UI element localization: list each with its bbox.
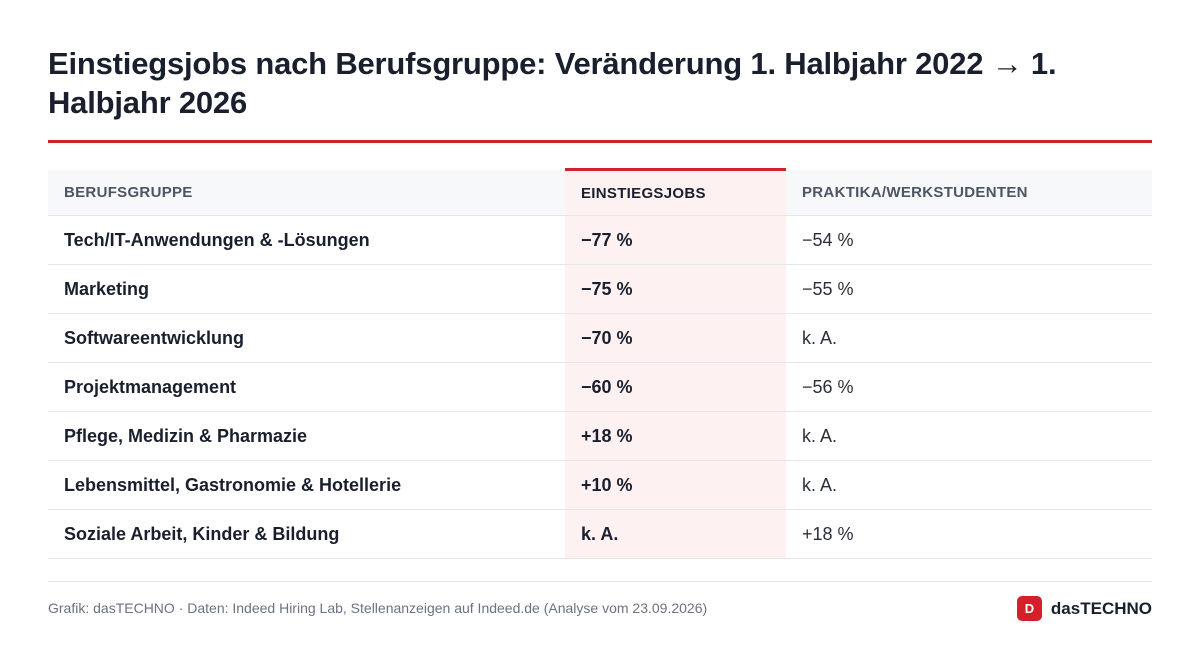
brand-name: dasTECHNO — [1050, 598, 1152, 618]
cell-berufsgruppe: Soziale Arbeit, Kinder & Bildung — [48, 509, 565, 559]
cell-praktika: −56 % — [786, 362, 1152, 412]
table-header-row: BERUFSGRUPPE EINSTIEGSJOBS PRAKTIKA/WERK… — [48, 168, 1152, 216]
cell-berufsgruppe: Tech/IT-Anwendungen & -Lösungen — [48, 215, 565, 265]
table-row: Soziale Arbeit, Kinder & Bildung k. A. +18… — [48, 509, 1152, 559]
brand: D dasTECHNO — [1016, 596, 1152, 621]
cell-praktika: +18 % — [786, 509, 1152, 559]
cell-berufsgruppe: Marketing — [48, 264, 565, 314]
title-divider — [48, 140, 1152, 143]
footer-divider — [48, 581, 1152, 582]
table-row: Pflege, Medizin & Pharmazie +18 % k. A. — [48, 411, 1152, 461]
table-row: Marketing −75 % −55 % — [48, 264, 1152, 314]
cell-berufsgruppe: Lebensmittel, Gastronomie & Hotellerie — [48, 460, 565, 510]
cell-berufsgruppe: Pflege, Medizin & Pharmazie — [48, 411, 565, 461]
table-row: Lebensmittel, Gastronomie & Hotellerie +1… — [48, 460, 1152, 510]
page-title: Einstiegsjobs nach Berufsgruppe: Verände… — [48, 46, 1057, 120]
cell-einstiegsjobs: −70 % — [565, 313, 786, 363]
cell-praktika: k. A. — [786, 313, 1152, 363]
cell-praktika: k. A. — [786, 460, 1152, 510]
cell-berufsgruppe: Softwareentwicklung — [48, 313, 565, 363]
column-header-berufsgruppe: BERUFSGRUPPE — [48, 169, 565, 216]
column-header-einstiegsjobs: EINSTIEGSJOBS — [565, 168, 786, 216]
cell-einstiegsjobs: −75 % — [565, 264, 786, 314]
column-header-praktika: PRAKTIKA/WERKSTUDENTEN — [786, 169, 1152, 216]
cell-einstiegsjobs: k. A. — [565, 509, 786, 559]
cell-praktika: k. A. — [786, 411, 1152, 461]
table-body: Tech/IT-Anwendungen & -Lösungen −77 % −54 … — [48, 215, 1152, 559]
table-row: Tech/IT-Anwendungen & -Lösungen −77 % −54 … — [48, 215, 1152, 265]
cell-berufsgruppe: Projektmanagement — [48, 362, 565, 412]
cell-einstiegsjobs: +18 % — [565, 411, 786, 461]
source-note: Grafik: dasTECHNO · Daten: Indeed Hiring… — [48, 600, 708, 616]
table-row: Softwareentwicklung −70 % k. A. — [48, 313, 1152, 363]
cell-praktika: −55 % — [786, 264, 1152, 314]
cell-einstiegsjobs: −77 % — [565, 215, 786, 265]
cell-praktika: −54 % — [786, 215, 1152, 265]
data-table: BERUFSGRUPPE EINSTIEGSJOBS PRAKTIKA/WERK… — [48, 168, 1152, 559]
brand-logo-icon: D — [1016, 596, 1042, 621]
cell-einstiegsjobs: −60 % — [565, 362, 786, 412]
table-row: Projektmanagement −60 % −56 % — [48, 362, 1152, 412]
cell-einstiegsjobs: +10 % — [565, 460, 786, 510]
